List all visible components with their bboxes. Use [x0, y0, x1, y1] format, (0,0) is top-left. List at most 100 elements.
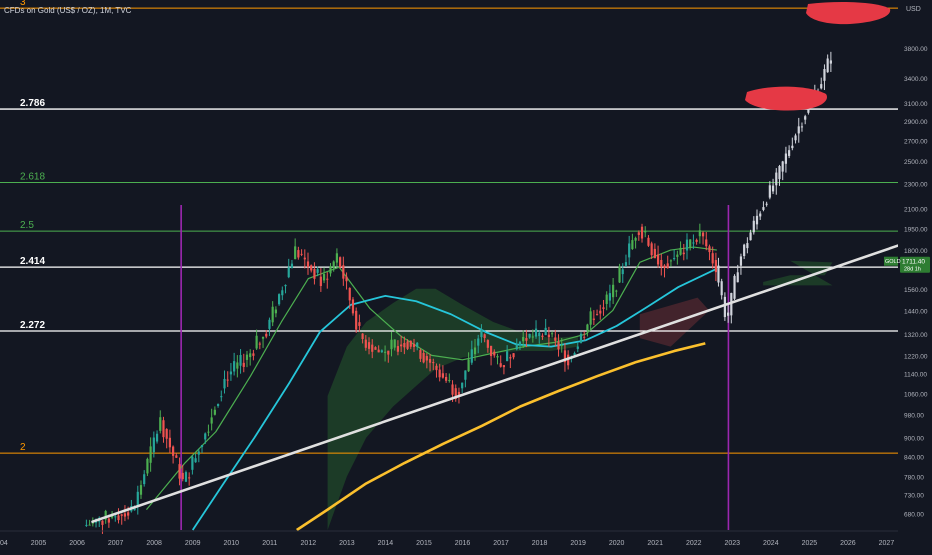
- candle-42: [220, 390, 223, 402]
- x-tick-label-2: 2006: [69, 540, 85, 547]
- x-tick-label-23: 2027: [879, 540, 895, 547]
- candle-112: [445, 373, 448, 383]
- x-tick-label-10: 2014: [378, 540, 394, 547]
- candle-144: [547, 326, 550, 347]
- candle-119: [467, 352, 470, 373]
- candle-37: [204, 432, 207, 445]
- chart-title: CFDs on Gold (US$ / OZ), 1M, TVC: [4, 6, 132, 15]
- candle-62: [284, 284, 287, 294]
- candle-75: [326, 272, 329, 289]
- candle-23: [159, 410, 162, 434]
- projection-candle-8: [743, 243, 746, 260]
- x-tick-label-21: 2025: [802, 540, 818, 547]
- candle-142: [541, 333, 544, 340]
- projection-candle-3: [726, 303, 730, 323]
- candle-186: [682, 243, 685, 261]
- candle-187: [685, 233, 689, 260]
- candle-89: [371, 339, 374, 359]
- x-tick-label-11: 2015: [416, 540, 432, 547]
- candle-79: [339, 256, 342, 269]
- candle-162: [605, 291, 608, 311]
- candle-161: [602, 299, 605, 316]
- candle-70: [310, 264, 313, 273]
- x-tick-label-0: 2004: [0, 540, 8, 547]
- projection-candle-24: [794, 133, 797, 144]
- candle-43: [223, 370, 226, 394]
- candle-93: [383, 345, 387, 362]
- x-tick-label-14: 2018: [532, 540, 548, 547]
- moving-average-ma_slow[interactable]: [296, 342, 706, 532]
- candle-82: [348, 287, 351, 309]
- candle-141: [538, 329, 541, 344]
- candle-25: [165, 428, 168, 449]
- candle-74: [322, 267, 326, 284]
- candle-78: [335, 248, 339, 268]
- projection-candle-23: [791, 137, 794, 151]
- candle-140: [534, 320, 538, 339]
- candle-1: [88, 519, 91, 526]
- projection-candle-34: [826, 54, 829, 73]
- candle-24: [162, 416, 165, 443]
- candle-56: [265, 330, 268, 339]
- candle-41: [216, 403, 220, 408]
- candle-120: [470, 340, 473, 365]
- candle-165: [615, 289, 618, 297]
- candle-12: [123, 505, 127, 522]
- candle-130: [502, 364, 506, 375]
- candle-139: [531, 329, 534, 343]
- candle-134: [515, 338, 518, 351]
- fib-level-label-2.272: 2.272: [20, 320, 45, 331]
- x-tick-label-8: 2012: [301, 540, 317, 547]
- projection-candle-21: [784, 146, 788, 173]
- candle-51: [249, 349, 252, 366]
- candle-63: [287, 258, 290, 279]
- candle-10: [117, 508, 120, 524]
- candle-117: [461, 382, 464, 394]
- y-tick-label-18: 900.00: [904, 436, 924, 443]
- moving-average-ma_mid[interactable]: [191, 267, 718, 531]
- support-trendline[interactable]: [91, 244, 900, 523]
- x-tick-label-22: 2026: [840, 540, 856, 547]
- projection-candle-35: [829, 51, 832, 72]
- candle-178: [656, 245, 660, 268]
- y-tick-label-17: 980.00: [904, 413, 924, 420]
- candle-35: [197, 448, 200, 463]
- price-tag-symbol: GOLD: [885, 259, 901, 265]
- candle-145: [550, 331, 554, 338]
- candle-113: [448, 373, 451, 383]
- candle-87: [364, 335, 367, 351]
- candle-39: [210, 408, 213, 431]
- candle-136: [522, 330, 525, 348]
- candle-194: [708, 244, 711, 261]
- candle-185: [679, 241, 682, 256]
- projection-candle-26: [800, 122, 804, 132]
- fib-level-label-3: 3: [20, 0, 26, 8]
- moving-average-ma_fast[interactable]: [145, 246, 717, 511]
- candle-59: [274, 306, 277, 318]
- projection-candle-25: [797, 117, 800, 143]
- candle-33: [191, 455, 194, 475]
- candle-95: [390, 331, 393, 357]
- candle-30: [181, 464, 184, 482]
- candle-85: [358, 314, 361, 332]
- price-tag-value: 1711.40: [902, 259, 925, 266]
- candle-125: [486, 339, 489, 353]
- candle-155: [583, 331, 586, 341]
- candle-146: [554, 329, 557, 347]
- candle-158: [592, 310, 595, 326]
- candle-98: [400, 335, 403, 353]
- candle-40: [213, 406, 216, 416]
- candle-128: [496, 353, 499, 365]
- projection-candle-9: [746, 237, 749, 254]
- candle-61: [281, 286, 284, 301]
- y-tick-label-21: 730.00: [904, 492, 924, 499]
- candle-26: [168, 429, 172, 453]
- projection-candle-11: [752, 216, 755, 235]
- price-axis-background: [898, 0, 932, 550]
- candle-5: [101, 520, 104, 534]
- x-tick-label-18: 2022: [686, 540, 702, 547]
- candle-148: [560, 337, 563, 353]
